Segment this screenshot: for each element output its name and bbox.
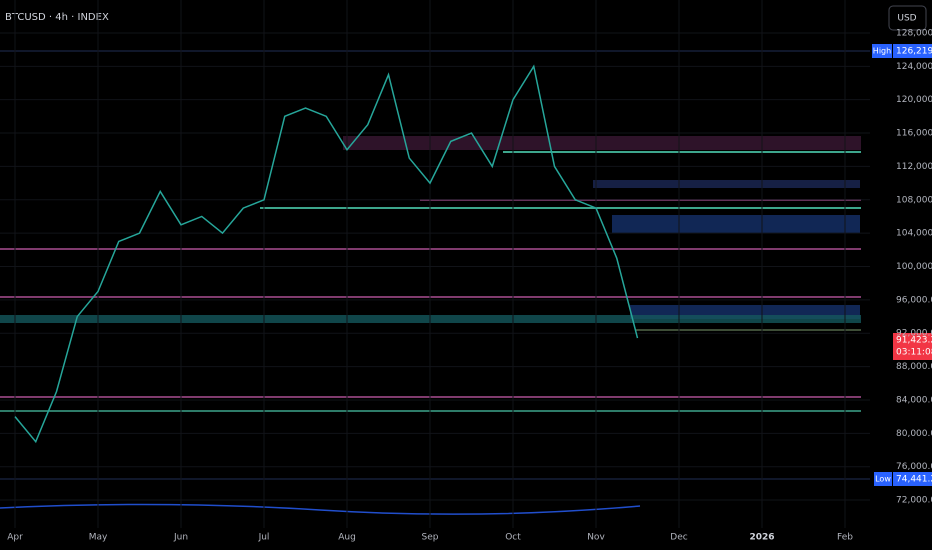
high-label: High xyxy=(873,47,891,56)
low-label: Low xyxy=(875,475,891,484)
y-tick-label: 116,000.00 xyxy=(896,129,932,139)
currency-label[interactable]: USD xyxy=(897,14,916,24)
y-tick-label: 128,000.00 xyxy=(896,28,932,38)
high-tag xyxy=(872,44,892,58)
y-tick-label: 72,000.00 xyxy=(896,496,932,506)
high-price: 126,219.03 xyxy=(896,47,932,57)
y-tick-label: 100,000.00 xyxy=(896,262,932,272)
x-tick-label: Sep xyxy=(422,533,439,543)
grid xyxy=(0,0,870,528)
x-tick-label: May xyxy=(89,533,108,543)
x-tick-label: Apr xyxy=(7,533,23,543)
low-tag xyxy=(874,472,892,486)
last-price: 91,423.21 xyxy=(896,336,932,346)
volume-ma xyxy=(0,503,641,515)
x-tick-label: Jun xyxy=(173,533,188,543)
price-line xyxy=(14,64,639,444)
x-tick-label: Nov xyxy=(587,533,605,543)
last-price-tag xyxy=(893,333,932,360)
y-tick-label: 92,000.00 xyxy=(896,329,932,339)
x-tick-label: Feb xyxy=(837,533,853,543)
x-tick-label: Jul xyxy=(258,533,270,543)
x-tick-label: Oct xyxy=(505,533,521,543)
countdown: 03:11:08 xyxy=(896,348,932,358)
zone xyxy=(343,136,861,150)
y-tick-label: 112,000.00 xyxy=(896,162,932,172)
plot xyxy=(14,64,639,444)
y-tick-label: 76,000.00 xyxy=(896,462,932,472)
high-price-tag xyxy=(893,44,932,58)
currency-button[interactable] xyxy=(888,5,927,31)
x-tick-label: 2026 xyxy=(749,533,774,543)
x-tick-label: Aug xyxy=(338,533,356,543)
low-price-tag xyxy=(893,472,932,486)
y-tick-label: 120,000.00 xyxy=(896,95,932,105)
y-tick-label: 108,000.00 xyxy=(896,195,932,205)
low-price: 74,441.20 xyxy=(896,475,932,485)
zone xyxy=(593,180,860,188)
y-tick-label: 88,000.00 xyxy=(896,362,932,372)
y-tick-label: 96,000.00 xyxy=(896,295,932,305)
x-tick-label: Dec xyxy=(670,533,687,543)
zone xyxy=(612,215,860,233)
y-tick-label: 124,000.00 xyxy=(896,62,932,72)
chart-title: BTCUSD · 4h · INDEX xyxy=(5,12,109,23)
y-tick-label: 84,000.00 xyxy=(896,395,932,405)
y-tick-label: 80,000.00 xyxy=(896,429,932,439)
y-tick-label: 104,000.00 xyxy=(896,229,932,239)
